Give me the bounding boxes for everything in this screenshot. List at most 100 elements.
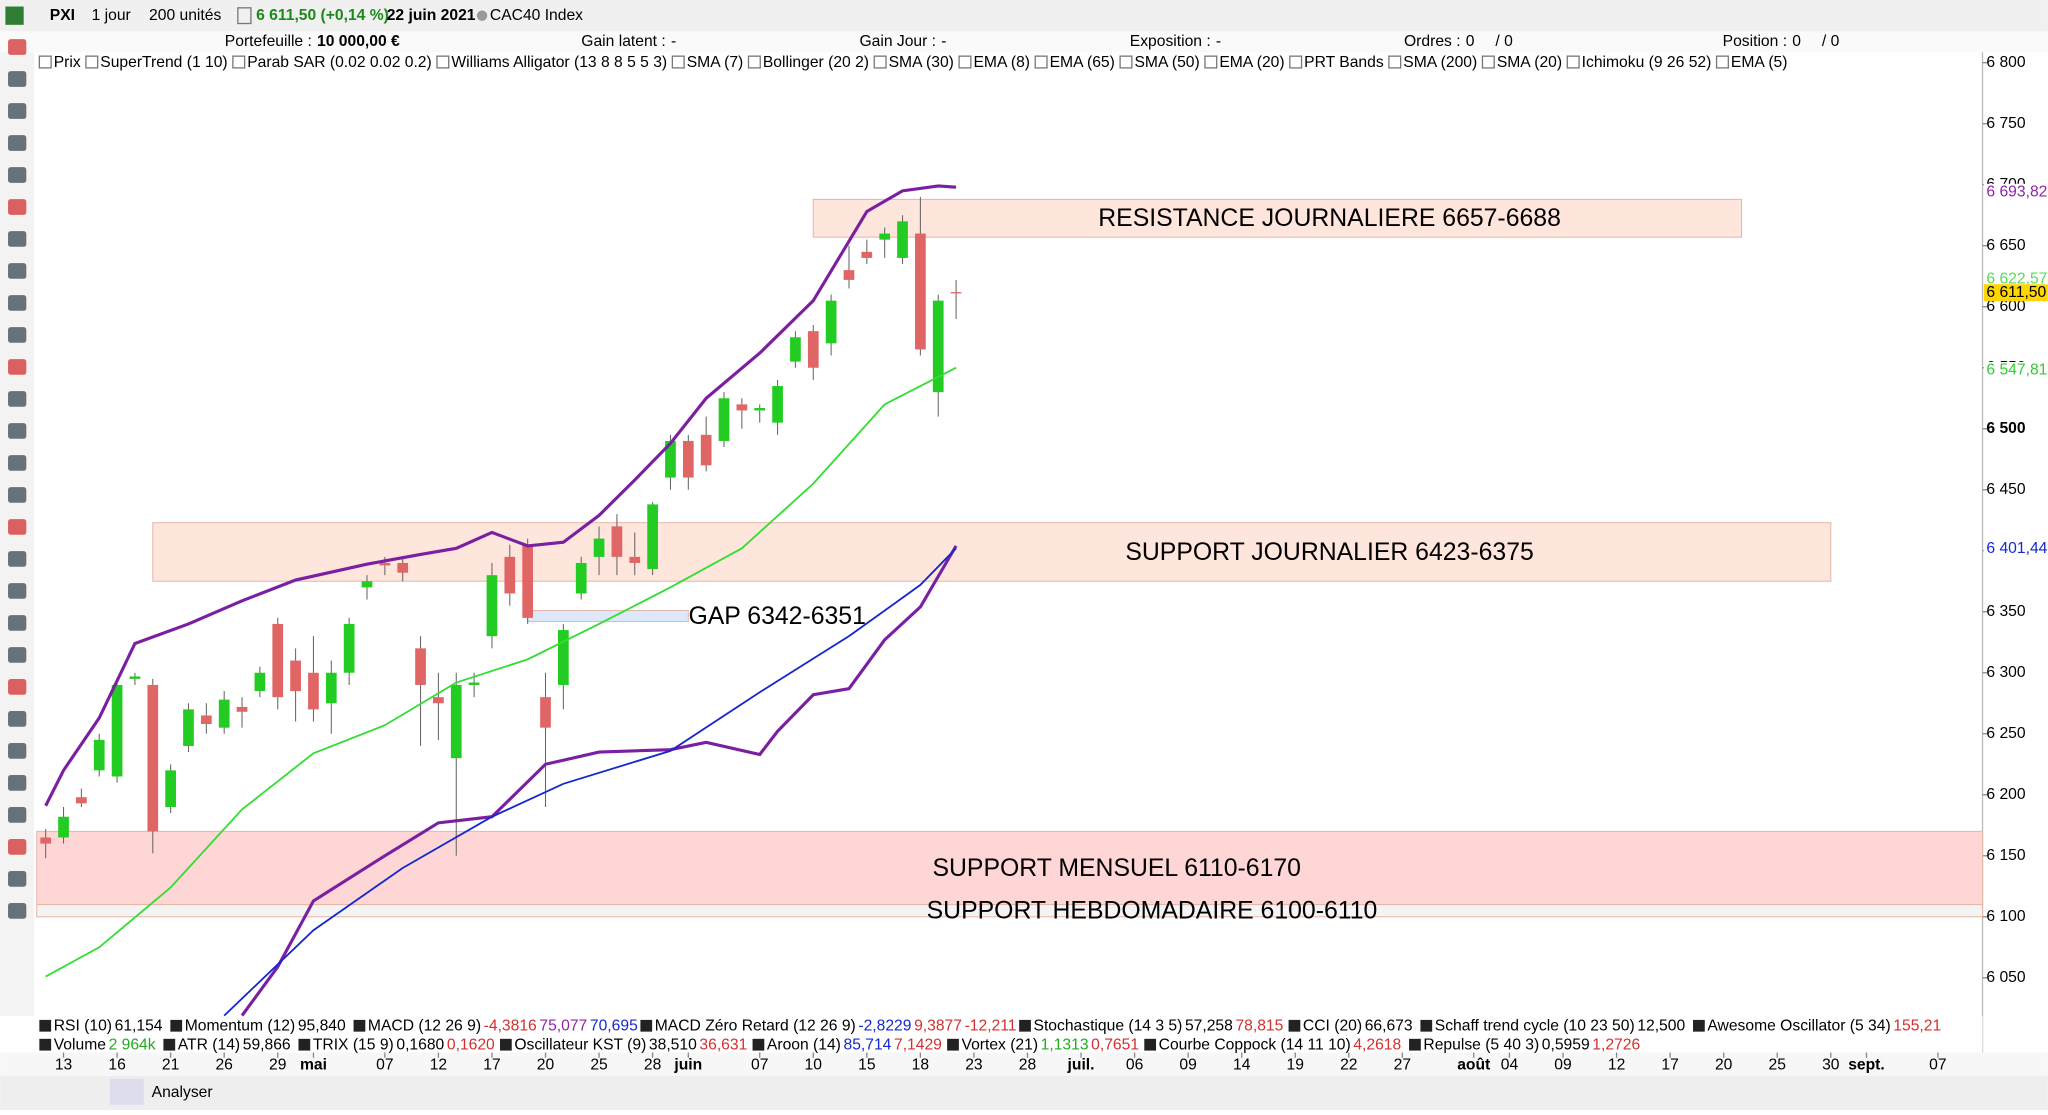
panel-toggle[interactable] (752, 1038, 765, 1051)
tool-icon[interactable] (8, 743, 27, 759)
panel-item: Oscillateur KST (9) 38,510 36,631 (514, 1036, 747, 1053)
tool-icon[interactable] (8, 807, 27, 823)
indicator-name[interactable]: SMA (30) (889, 54, 954, 71)
panel-name: ATR (14) (178, 1036, 240, 1053)
indicator-name[interactable]: SMA (50) (1134, 54, 1199, 71)
tool-icon[interactable] (8, 775, 27, 791)
panel-toggle[interactable] (39, 1038, 52, 1051)
indicator-name[interactable]: SMA (200) (1403, 54, 1477, 71)
tool-icon[interactable] (8, 263, 27, 279)
zone-label: SUPPORT JOURNALIER 6423-6375 (1125, 539, 1533, 566)
indicator-name[interactable]: SMA (20) (1497, 54, 1562, 71)
indicator-name[interactable]: PRT Bands (1304, 54, 1384, 71)
panel-toggle[interactable] (1288, 1019, 1301, 1032)
indicator-name[interactable]: Prix (54, 54, 81, 71)
indicator-toggle[interactable] (1481, 55, 1495, 69)
indicator-toggle[interactable] (436, 55, 450, 69)
indicator-toggle[interactable] (1388, 55, 1402, 69)
indicator-name[interactable]: Parab SAR (0.02 0.02 0.2) (247, 54, 432, 71)
tool-icon[interactable] (8, 167, 27, 183)
candle-body (486, 575, 498, 637)
candle-body (718, 398, 730, 441)
period[interactable]: 1 jour (92, 7, 131, 24)
candle-body (272, 623, 284, 698)
indicator-toggle[interactable] (38, 55, 52, 69)
panel-item: Courbe Coppock (14 11 10) 4,2618 (1159, 1036, 1402, 1053)
tool-icon[interactable] (8, 391, 27, 407)
panel-value: 0,1620 (447, 1036, 495, 1053)
tool-icon[interactable] (8, 71, 27, 87)
panel-toggle[interactable] (947, 1038, 959, 1051)
panel-toggle[interactable] (1019, 1019, 1031, 1032)
tool-icon[interactable] (8, 487, 27, 503)
panel-toggle[interactable] (1409, 1038, 1421, 1051)
indicator-toggle[interactable] (671, 55, 685, 69)
tool-icon[interactable] (8, 135, 27, 151)
tool-icon[interactable] (8, 615, 27, 631)
y-tick-label: 6 200 (1986, 786, 2025, 803)
info-icon[interactable] (237, 7, 252, 25)
panel-toggle[interactable] (640, 1019, 653, 1032)
app-icon[interactable] (5, 6, 24, 25)
tool-icon[interactable] (8, 839, 27, 855)
tool-icon[interactable] (8, 647, 27, 663)
panel-item: Stochastique (14 3 5) 57,258 78,815 (1034, 1018, 1284, 1035)
indicator-toggle[interactable] (85, 55, 99, 69)
units[interactable]: 200 unités (149, 7, 221, 24)
panel-toggle[interactable] (1144, 1038, 1157, 1051)
indicator-toggle[interactable] (747, 55, 761, 69)
x-tick-label: 20 (537, 1057, 555, 1074)
symbol[interactable]: PXI (50, 7, 75, 24)
tool-icon[interactable] (8, 455, 27, 471)
indicator-toggle[interactable] (1715, 55, 1729, 69)
panel-toggle[interactable] (353, 1019, 366, 1032)
panel-item: Repulse (5 40 3) 0,5959 1,2726 (1423, 1036, 1640, 1053)
indicator-toggle[interactable] (1119, 55, 1133, 69)
panel-toggle[interactable] (39, 1019, 52, 1032)
indicator-name[interactable]: EMA (8) (973, 54, 1030, 71)
tool-icon[interactable] (8, 711, 27, 727)
bottom-toolbar (0, 1076, 2048, 1110)
tool-icon[interactable] (8, 199, 27, 215)
panel-toggle[interactable] (499, 1038, 512, 1051)
indicator-name[interactable]: EMA (65) (1050, 54, 1115, 71)
indicator-toggle[interactable] (1566, 55, 1580, 69)
tool-icon[interactable] (8, 583, 27, 599)
analyse-button[interactable]: Analyser (152, 1084, 213, 1101)
indicator-name[interactable]: SuperTrend (1 10) (100, 54, 227, 71)
tool-icon[interactable] (8, 551, 27, 567)
tool-icon[interactable] (8, 423, 27, 439)
panel-toggle[interactable] (163, 1038, 176, 1051)
indicator-name[interactable]: SMA (7) (687, 54, 744, 71)
tool-icon[interactable] (8, 231, 27, 247)
account-bar (0, 31, 2048, 53)
analyse-icon[interactable] (109, 1078, 144, 1105)
account-value: - (941, 33, 946, 50)
indicator-name[interactable]: Ichimoku (9 26 52) (1582, 54, 1712, 71)
indicator-toggle[interactable] (1034, 55, 1048, 69)
indicator-name[interactable]: Williams Alligator (13 8 8 5 5 3) (451, 54, 667, 71)
indicator-toggle[interactable] (1204, 55, 1218, 69)
panel-value: -12,211 (965, 1018, 1017, 1035)
tool-icon[interactable] (8, 871, 27, 887)
indicator-name[interactable]: EMA (5) (1731, 54, 1788, 71)
indicator-name[interactable]: EMA (20) (1219, 54, 1284, 71)
panel-toggle[interactable] (170, 1019, 183, 1032)
tool-icon[interactable] (8, 295, 27, 311)
tool-icon[interactable] (8, 39, 27, 55)
indicator-toggle[interactable] (958, 55, 972, 69)
panel-toggle[interactable] (1420, 1019, 1433, 1032)
panel-name: Courbe Coppock (14 11 10) (1159, 1036, 1351, 1053)
indicator-name[interactable]: Bollinger (20 2) (763, 54, 869, 71)
tool-icon[interactable] (8, 327, 27, 343)
tool-icon[interactable] (8, 903, 27, 919)
panel-toggle[interactable] (298, 1038, 311, 1051)
indicator-toggle[interactable] (873, 55, 887, 69)
tool-icon[interactable] (8, 679, 27, 695)
panel-toggle[interactable] (1693, 1019, 1705, 1032)
tool-icon[interactable] (8, 519, 27, 535)
indicator-toggle[interactable] (232, 55, 246, 69)
indicator-toggle[interactable] (1289, 55, 1303, 69)
tool-icon[interactable] (8, 103, 27, 119)
tool-icon[interactable] (8, 359, 27, 375)
